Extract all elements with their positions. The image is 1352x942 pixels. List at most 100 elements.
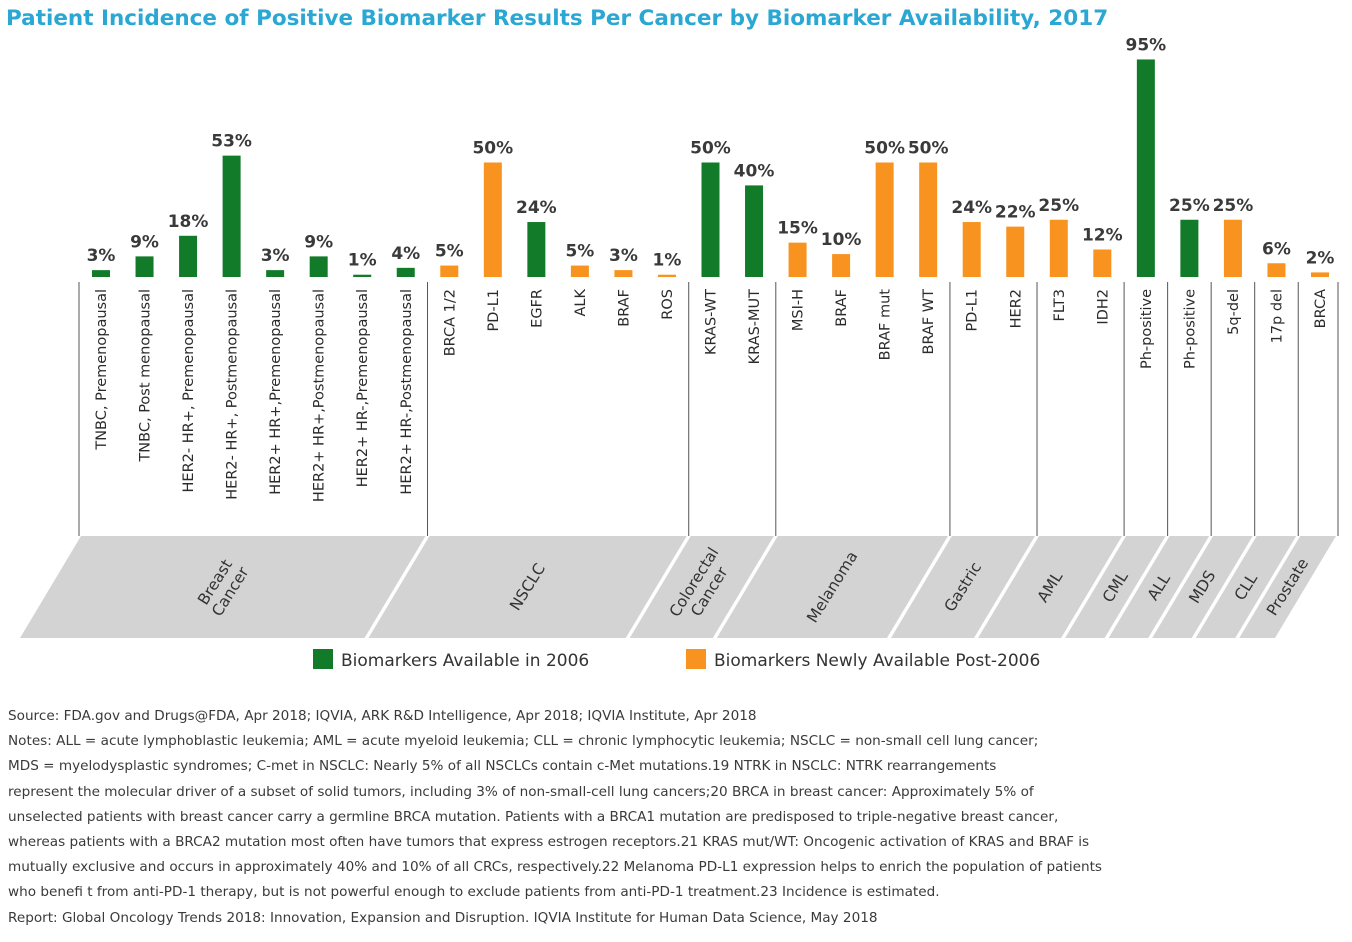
footnotes: Source: FDA.gov and Drugs@FDA, Apr 2018;… <box>8 704 1344 931</box>
source-note: Source: FDA.gov and Drugs@FDA, Apr 2018;… <box>8 708 757 724</box>
bar-label: ALK <box>573 289 589 317</box>
value-label: 24% <box>516 198 557 218</box>
legend-swatch-available-2006 <box>313 649 333 669</box>
bar-msi-h <box>788 242 807 277</box>
value-label: 53% <box>211 132 252 152</box>
bar-label: PD-L1 <box>965 289 981 331</box>
bar-tnbc-premenopausal <box>92 270 110 277</box>
bar-label: Ph-positive <box>1182 289 1198 369</box>
bar-her2-hr-postmenopausal <box>222 155 241 277</box>
bar-her2-hr-postmenopausal <box>309 256 328 277</box>
bar-pd-l1 <box>962 222 981 277</box>
chart-title: Patient Incidence of Positive Biomarker … <box>6 6 1109 31</box>
bar-5q-del <box>1223 219 1242 277</box>
bar-her2-hr-premenopausal <box>179 235 198 277</box>
group-band-melanoma <box>716 536 948 638</box>
bar-label: BRAF <box>834 289 850 327</box>
bar-label: HER2+ HR+,Premenopausal <box>268 289 284 495</box>
group-separators <box>78 282 1339 536</box>
report-note: Report: Global Oncology Trends 2018: Inn… <box>8 909 878 926</box>
legend-label-available-2006: Biomarkers Available in 2006 <box>341 651 589 671</box>
value-label: 22% <box>995 203 1036 223</box>
bar-ph-positive <box>1180 219 1199 277</box>
bar-label: IDH2 <box>1095 289 1111 325</box>
notes-line: Notes: ALL = acute lymphoblastic leukemi… <box>8 733 1039 750</box>
notes-line: whereas patients with a BRCA2 mutation m… <box>8 834 1090 851</box>
value-label: 25% <box>1169 196 1210 216</box>
value-label: 25% <box>1038 196 1079 216</box>
bar-idh2 <box>1093 249 1112 277</box>
bar-kras-wt <box>701 162 720 277</box>
group-band-colorectal-cancer <box>629 536 774 638</box>
bar-flt3 <box>1049 219 1068 277</box>
value-label: 5% <box>435 242 464 262</box>
value-label: 24% <box>951 198 992 218</box>
bar-egfr <box>527 222 546 277</box>
bar-labels: TNBC, Premenopausal TNBC, Post menopausal… <box>94 289 1329 503</box>
group-band-cml <box>1065 536 1166 638</box>
bar-ros <box>657 274 676 277</box>
bar-label: MSI-H <box>791 289 807 331</box>
bar-label: 5q-del <box>1226 289 1242 335</box>
bar-brca-1-2 <box>440 265 459 277</box>
value-label: 18% <box>168 212 209 232</box>
bar-pd-l1 <box>483 162 502 277</box>
bar-her2 <box>1006 226 1025 277</box>
group-band-gastric <box>890 536 1036 638</box>
bar-label: ROS <box>660 289 676 320</box>
bar-kras-mut <box>745 185 764 277</box>
bar-her2-hr-premenopausal <box>266 270 285 277</box>
bar-label: BRCA <box>1313 289 1329 328</box>
value-label: 1% <box>348 251 377 271</box>
bar-label: HER2- HR+, Premenopausal <box>181 289 197 492</box>
group-band-nsclc <box>368 536 687 638</box>
value-labels: 3%9%18%53%3%9%1% 4% 5%50%24%5% 3% 1%50%40%15… <box>87 35 1335 270</box>
bar-label: HER2+ HR+,Postmenopausal <box>312 289 328 502</box>
value-label: 10% <box>821 230 862 250</box>
bar-braf <box>832 254 851 277</box>
value-label: 25% <box>1213 196 1254 216</box>
value-label: 3% <box>261 246 290 266</box>
value-label: 50% <box>472 139 513 159</box>
bar-label: BRCA 1/2 <box>442 289 458 356</box>
value-label: 50% <box>864 139 905 159</box>
value-label: 2% <box>1306 248 1335 268</box>
value-label: 5% <box>565 242 594 262</box>
group-band-mds <box>1152 536 1253 638</box>
group-band-aml <box>978 536 1123 638</box>
bar-brca <box>1311 272 1329 277</box>
bar-label: HER2 <box>1008 289 1024 328</box>
bar-label: EGFR <box>529 289 545 328</box>
bar-her2-hr-postmenopausal <box>396 267 415 277</box>
value-label: 12% <box>1082 226 1123 246</box>
bar-label: HER2+ HR-,Premenopausal <box>355 289 371 487</box>
bar-label: BRAF WT <box>921 289 937 355</box>
value-label: 3% <box>609 246 638 266</box>
legend-label-new-post-2006: Biomarkers Newly Available Post-2006 <box>714 651 1040 671</box>
bar-ph-positive <box>1136 59 1155 278</box>
value-label: 4% <box>391 244 420 264</box>
bar-label: PD-L1 <box>486 289 502 331</box>
biomarker-bar-chart: 3%9%18%53%3%9%1% 4% 5%50%24%5% 3% 1%50%40%15… <box>20 35 1339 671</box>
bar-17p-del <box>1267 263 1286 277</box>
bar-alk <box>570 265 589 277</box>
bar-label: TNBC, Post menopausal <box>138 289 154 463</box>
bar-label: KRAS-WT <box>704 289 720 355</box>
value-label: 6% <box>1262 239 1291 259</box>
cancer-group-bands <box>20 536 1336 638</box>
bar-label: FLT3 <box>1052 289 1068 322</box>
value-label: 1% <box>653 251 682 271</box>
value-label: 9% <box>304 232 333 252</box>
value-label: 15% <box>777 219 818 239</box>
notes-line: who benefi t from anti-PD-1 therapy, but… <box>8 884 940 901</box>
legend: Biomarkers Available in 2006 Biomarkers … <box>313 649 1040 671</box>
notes-line: mutually exclusive and occurs in approxi… <box>8 859 1102 876</box>
bar-label: BRAF mut <box>878 289 894 361</box>
bar-label: 17p del <box>1269 289 1285 343</box>
value-label: 3% <box>87 246 116 266</box>
bar-braf-wt <box>919 162 938 277</box>
value-label: 50% <box>908 139 949 159</box>
bar-braf <box>614 270 633 277</box>
bar-label: Ph-positive <box>1139 289 1155 369</box>
bars <box>92 59 1329 278</box>
